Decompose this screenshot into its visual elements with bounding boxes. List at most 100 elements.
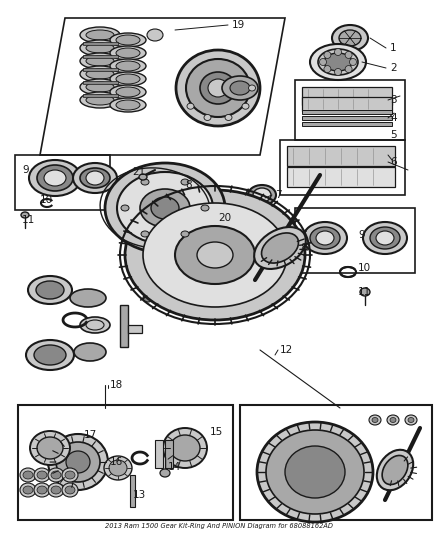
Ellipse shape	[116, 61, 140, 71]
Bar	[83, 81, 118, 84]
Ellipse shape	[80, 79, 120, 95]
Text: 20: 20	[218, 213, 231, 223]
Ellipse shape	[23, 486, 33, 494]
Ellipse shape	[110, 46, 146, 60]
Text: 9: 9	[358, 230, 364, 240]
Bar	[295, 208, 415, 273]
Ellipse shape	[65, 471, 75, 479]
Text: 16: 16	[110, 457, 123, 467]
Ellipse shape	[324, 53, 352, 71]
Text: 8: 8	[300, 243, 307, 253]
Text: 10: 10	[40, 195, 53, 205]
Ellipse shape	[116, 48, 140, 58]
Ellipse shape	[143, 294, 153, 302]
Ellipse shape	[80, 168, 110, 188]
Ellipse shape	[37, 471, 47, 479]
Ellipse shape	[110, 98, 146, 112]
Ellipse shape	[20, 483, 36, 497]
Text: 2013 Ram 1500 Gear Kit-Ring And PINION Diagram for 68088162AD: 2013 Ram 1500 Gear Kit-Ring And PINION D…	[105, 523, 333, 529]
Text: 9: 9	[22, 165, 28, 175]
Ellipse shape	[37, 437, 63, 459]
Bar	[155, 440, 163, 468]
Ellipse shape	[110, 85, 146, 99]
Ellipse shape	[105, 163, 225, 253]
Ellipse shape	[285, 446, 345, 498]
Ellipse shape	[110, 33, 146, 47]
Ellipse shape	[86, 30, 114, 40]
Ellipse shape	[350, 59, 357, 66]
Ellipse shape	[176, 50, 260, 126]
Bar	[302, 87, 392, 105]
Ellipse shape	[303, 222, 347, 254]
Bar	[302, 122, 392, 126]
Ellipse shape	[30, 431, 70, 465]
Ellipse shape	[369, 415, 381, 425]
Text: 17: 17	[84, 430, 97, 440]
Ellipse shape	[36, 281, 64, 299]
Text: 12: 12	[280, 345, 293, 355]
Text: 5: 5	[390, 130, 397, 140]
Ellipse shape	[230, 81, 250, 95]
Ellipse shape	[80, 92, 120, 108]
Ellipse shape	[345, 51, 352, 59]
Ellipse shape	[34, 483, 50, 497]
Ellipse shape	[140, 189, 190, 227]
Bar	[130, 475, 135, 507]
Bar	[295, 80, 405, 140]
Ellipse shape	[44, 170, 66, 186]
Ellipse shape	[170, 435, 200, 461]
Ellipse shape	[80, 53, 120, 69]
Text: 3: 3	[390, 95, 397, 105]
Ellipse shape	[387, 415, 399, 425]
Ellipse shape	[370, 227, 400, 249]
Text: 7: 7	[275, 190, 282, 200]
Text: 11: 11	[22, 215, 35, 225]
Ellipse shape	[80, 40, 120, 56]
Ellipse shape	[86, 69, 114, 79]
Ellipse shape	[186, 59, 250, 117]
Ellipse shape	[51, 471, 61, 479]
Ellipse shape	[62, 483, 78, 497]
Ellipse shape	[110, 59, 146, 73]
Ellipse shape	[377, 450, 413, 490]
Ellipse shape	[51, 486, 61, 494]
Text: 6: 6	[390, 157, 397, 167]
Ellipse shape	[116, 74, 140, 84]
Bar	[83, 68, 118, 71]
Ellipse shape	[86, 95, 114, 105]
Ellipse shape	[242, 103, 249, 109]
Ellipse shape	[332, 25, 368, 51]
Bar	[83, 55, 118, 58]
Text: 2: 2	[390, 63, 397, 73]
Ellipse shape	[34, 468, 50, 482]
Text: 21: 21	[132, 167, 145, 177]
Ellipse shape	[345, 66, 352, 72]
Ellipse shape	[28, 276, 72, 304]
Ellipse shape	[147, 29, 163, 41]
Ellipse shape	[151, 197, 179, 219]
Ellipse shape	[324, 66, 331, 72]
Ellipse shape	[74, 343, 106, 361]
Ellipse shape	[80, 317, 110, 333]
Bar	[120, 305, 128, 347]
Ellipse shape	[339, 30, 361, 46]
Text: 13: 13	[133, 490, 146, 500]
Ellipse shape	[187, 103, 194, 109]
Ellipse shape	[86, 171, 104, 185]
Ellipse shape	[253, 188, 271, 202]
Ellipse shape	[363, 222, 407, 254]
Ellipse shape	[175, 226, 255, 284]
Bar	[83, 42, 118, 45]
Ellipse shape	[65, 486, 75, 494]
Ellipse shape	[248, 185, 276, 205]
Ellipse shape	[335, 69, 342, 76]
Ellipse shape	[360, 288, 370, 296]
Ellipse shape	[66, 451, 90, 473]
Ellipse shape	[86, 43, 114, 53]
Ellipse shape	[372, 417, 378, 423]
Ellipse shape	[160, 469, 170, 477]
Text: 1: 1	[390, 43, 397, 53]
Bar	[280, 140, 405, 195]
Ellipse shape	[390, 417, 396, 423]
Ellipse shape	[125, 190, 305, 320]
